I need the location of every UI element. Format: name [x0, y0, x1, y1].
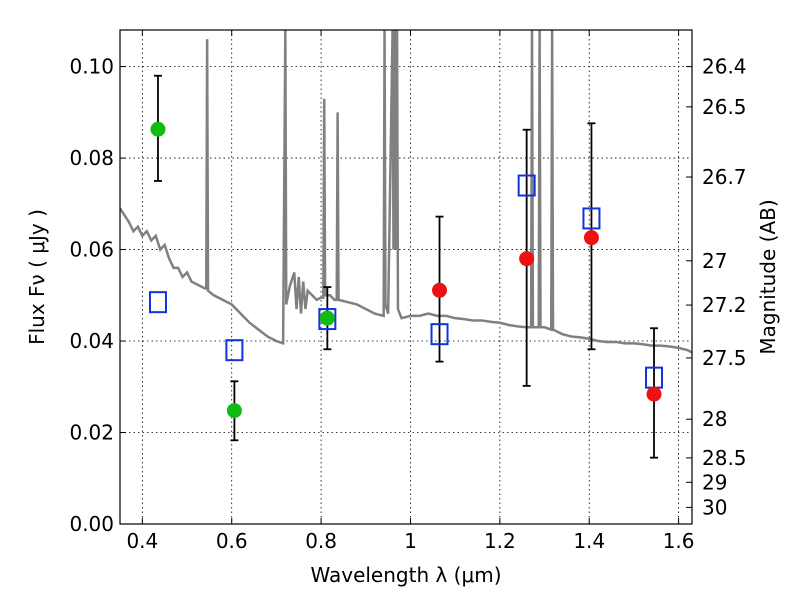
- y-tick-label: 0.04: [69, 329, 114, 353]
- x-tick-label: 1.6: [663, 529, 695, 553]
- axis-label-layer: Wavelength λ (μm) Flux Fν ( μJy ) Magnit…: [25, 199, 780, 587]
- right-tick-label: 27.2: [702, 293, 747, 317]
- x-tick-label: 1.4: [573, 529, 605, 553]
- red-data-point: [646, 386, 662, 402]
- y-tick-label: 0.08: [69, 146, 114, 170]
- spectrum-layer: [120, 30, 692, 354]
- right-tick-label: 28: [702, 407, 727, 431]
- square-marker-layer: [148, 174, 664, 389]
- y-tick-label: 0.10: [69, 55, 114, 79]
- right-tick-label: 26.4: [702, 55, 747, 79]
- x-tick-label: 0.4: [126, 529, 158, 553]
- x-tick-label: 0.8: [305, 529, 337, 553]
- x-tick-label: 1: [404, 529, 417, 553]
- plot-frame: [119, 29, 693, 525]
- red-data-point: [519, 251, 535, 267]
- y-axis-label-right: Magnitude (AB): [756, 199, 780, 354]
- blue-square-marker: [517, 174, 536, 197]
- model-spectrum-line: [120, 30, 692, 354]
- right-tick-label: 26.5: [702, 95, 747, 119]
- right-tick-label: 26.7: [702, 165, 747, 189]
- green-data-point: [319, 310, 335, 326]
- right-tick-label: 27: [702, 249, 727, 273]
- right-tick-label: 29: [702, 470, 727, 494]
- blue-square-marker: [225, 339, 244, 362]
- right-tick-label: 27.5: [702, 346, 747, 370]
- blue-square-marker: [430, 323, 449, 346]
- right-tick-label: 28.5: [702, 446, 747, 470]
- x-tick-label: 0.6: [216, 529, 248, 553]
- right-tick-label: 30: [702, 495, 727, 519]
- y-tick-label: 0.02: [69, 421, 114, 445]
- tick-layer: 0.4 0.6 0.8 1 1.2 1.4 1.6 0.00 0.02 0.04 0.06 0.08 0…: [69, 30, 747, 553]
- point-marker-layer: [150, 121, 662, 419]
- y-tick-label: 0.06: [69, 238, 114, 262]
- green-data-point: [150, 121, 166, 137]
- y-axis-label-left: Flux Fν ( μJy ): [25, 209, 49, 345]
- blue-square-marker: [148, 291, 167, 314]
- y-tick-label: 0.00: [69, 512, 114, 536]
- red-data-point: [583, 230, 599, 246]
- green-data-point: [226, 403, 242, 419]
- x-axis-label: Wavelength λ (μm): [310, 563, 501, 587]
- red-data-point: [432, 282, 448, 298]
- blue-square-marker: [318, 308, 337, 331]
- blue-square-marker: [582, 207, 601, 230]
- x-tick-label: 1.2: [484, 529, 516, 553]
- errorbar-layer: [153, 74, 659, 459]
